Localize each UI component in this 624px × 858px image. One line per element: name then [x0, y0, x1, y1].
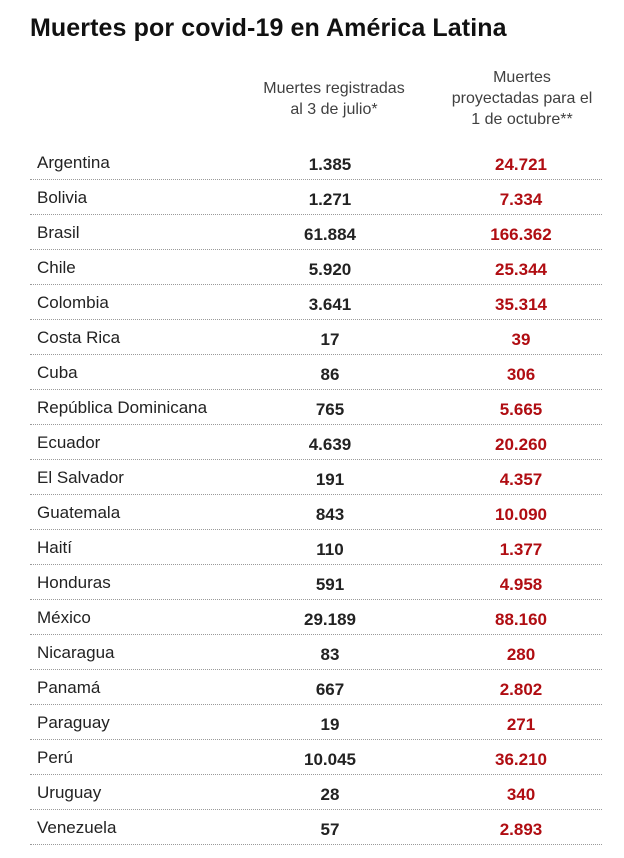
registered-deaths-value: 843 [315, 505, 345, 524]
registered-deaths-value: 1.385 [308, 155, 352, 174]
country-name: Haití [37, 538, 72, 557]
projected-deaths-value: 4.958 [499, 575, 543, 594]
table-row: Chile 5.920 25.344 [30, 250, 602, 285]
country-name: Costa Rica [37, 328, 121, 347]
country-name: México [37, 608, 91, 627]
country-name: Argentina [37, 153, 110, 172]
table-row: Haití 110 1.377 [30, 530, 602, 565]
table-row: Bolivia 1.271 7.334 [30, 180, 602, 215]
registered-deaths-value: 19 [320, 715, 340, 734]
table-row: Honduras 591 4.958 [30, 565, 602, 600]
projected-deaths-value: 24.721 [495, 155, 547, 174]
table-row: Uruguay 28 340 [30, 775, 602, 810]
projected-deaths-value: 340 [506, 785, 536, 804]
table-row: Costa Rica 17 39 [30, 320, 602, 355]
country-name: Uruguay [37, 783, 102, 802]
table-row: Cuba 86 306 [30, 355, 602, 390]
projected-deaths-value: 10.090 [495, 505, 547, 524]
country-name: Colombia [37, 293, 109, 312]
country-name: Venezuela [37, 818, 117, 837]
country-name: Nicaragua [37, 643, 115, 662]
country-name: Panamá [37, 678, 101, 697]
column-header-registered-line: Muertes registradas [263, 80, 405, 97]
chart-title: Muertes por covid-19 en América Latina [30, 14, 507, 42]
country-name: Chile [37, 258, 76, 277]
registered-deaths-value: 5.920 [308, 260, 352, 279]
table-row: Colombia 3.641 35.314 [30, 285, 602, 320]
table-row: Ecuador 4.639 20.260 [30, 425, 602, 460]
table-body: Argentina 1.385 24.721 Bolivia 1.271 7.334 Bra… [30, 145, 602, 845]
projected-deaths-value: 39 [511, 330, 531, 349]
table-row: Paraguay 19 271 [30, 705, 602, 740]
table-row: Guatemala 843 10.090 [30, 495, 602, 530]
table-row: República Dominicana 765 5.665 [30, 390, 602, 425]
registered-deaths-value: 29.189 [304, 610, 356, 629]
country-name: Perú [37, 748, 73, 767]
table-row: Brasil 61.884 166.362 [30, 215, 602, 250]
table-row: México 29.189 88.160 [30, 600, 602, 635]
registered-deaths-value: 191 [315, 470, 345, 489]
registered-deaths-value: 17 [320, 330, 340, 349]
table-row: Perú 10.045 36.210 [30, 740, 602, 775]
projected-deaths-value: 2.802 [499, 680, 543, 699]
column-header-projected-line: 1 de octubre** [471, 111, 573, 128]
column-header-registered: Muertes registradas al 3 de julio* [240, 78, 428, 120]
country-name: Ecuador [37, 433, 101, 452]
registered-deaths-value: 1.271 [308, 190, 352, 209]
registered-deaths-value: 83 [320, 645, 340, 664]
country-name: El Salvador [37, 468, 124, 487]
projected-deaths-value: 2.893 [499, 820, 543, 839]
column-header-projected-line: Muertes [493, 69, 551, 86]
country-name: Cuba [37, 363, 78, 382]
table-row: Venezuela 57 2.893 [30, 810, 602, 845]
country-name: República Dominicana [37, 398, 208, 417]
table-row: Nicaragua 83 280 [30, 635, 602, 670]
country-name: Guatemala [37, 503, 121, 522]
country-name: Paraguay [37, 713, 110, 732]
column-header-registered-line: al 3 de julio* [290, 101, 378, 118]
registered-deaths-value: 765 [315, 400, 345, 419]
registered-deaths-value: 57 [320, 820, 340, 839]
projected-deaths-value: 280 [506, 645, 536, 664]
registered-deaths-value: 110 [316, 540, 344, 559]
table-row: El Salvador 191 4.357 [30, 460, 602, 495]
projected-deaths-value: 88.160 [495, 610, 547, 629]
registered-deaths-value: 3.641 [308, 295, 352, 314]
projected-deaths-value: 306 [506, 365, 536, 384]
projected-deaths-value: 166.362 [490, 225, 552, 244]
table-row: Panamá 667 2.802 [30, 670, 602, 705]
registered-deaths-value: 667 [315, 680, 345, 699]
country-name: Bolivia [37, 188, 88, 207]
projected-deaths-value: 7.334 [499, 190, 543, 209]
projected-deaths-value: 5.665 [499, 400, 543, 419]
registered-deaths-value: 4.639 [308, 435, 352, 454]
table-row: Argentina 1.385 24.721 [30, 145, 602, 180]
projected-deaths-value: 25.344 [495, 260, 547, 279]
registered-deaths-value: 591 [315, 575, 345, 594]
country-name: Brasil [37, 223, 80, 242]
projected-deaths-value: 4.357 [499, 470, 543, 489]
registered-deaths-value: 28 [320, 785, 340, 804]
projected-deaths-value: 271 [506, 715, 536, 734]
column-header-projected-line: proyectadas para el [451, 90, 593, 107]
projected-deaths-value: 1.377 [499, 540, 543, 559]
projected-deaths-value: 20.260 [495, 435, 547, 454]
column-header-projected: Muertes proyectadas para el 1 de octubre… [422, 67, 622, 130]
projected-deaths-value: 35.314 [495, 295, 547, 314]
projected-deaths-value: 36.210 [495, 750, 547, 769]
registered-deaths-value: 10.045 [304, 750, 356, 769]
registered-deaths-value: 86 [320, 365, 340, 384]
registered-deaths-value: 61.884 [304, 225, 356, 244]
country-name: Honduras [37, 573, 111, 592]
